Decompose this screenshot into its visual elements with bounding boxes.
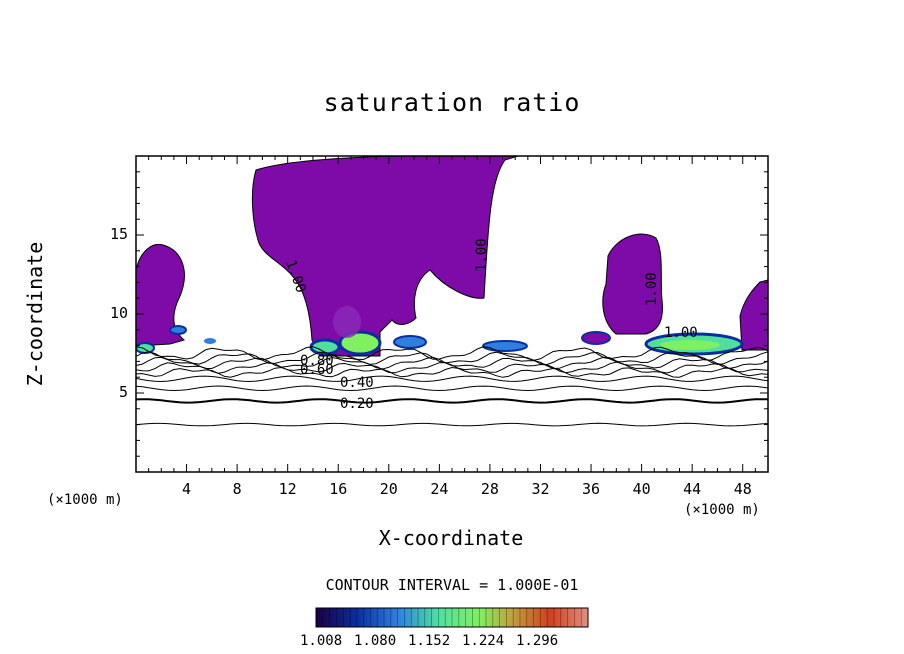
x-tick-label: 48 [733,480,752,498]
colorbar-tick-label: 1.152 [408,633,451,649]
contour-line [136,385,768,392]
x-axis-label: X-coordinate [378,526,524,550]
contour-lines [136,346,768,427]
x-tick-label: 44 [683,480,702,498]
x-tick-label: 36 [582,480,601,498]
cloud-base-patch [204,338,216,344]
x-unit-label-right: (×1000 m) [684,502,760,518]
y-axis-label: Z-coordinate [23,241,47,387]
contour-line [136,356,768,370]
cloud-core [333,306,361,338]
contour-label: 1.00 [474,238,490,272]
contour-interval-label: CONTOUR INTERVAL = 1.000E-01 [325,576,579,594]
contour-line [136,361,768,374]
x-tick-label: 28 [480,480,499,498]
colorbar-stripes [322,608,582,627]
cloud-base-patch [482,340,528,352]
cloud-base-patch [169,325,187,335]
x-tick-label: 32 [531,480,550,498]
x-tick-label: 40 [632,480,651,498]
plot-area [136,156,768,427]
chart-title: saturation ratio [323,88,581,117]
cloud-base-patch [660,340,720,350]
x-tick-label: 24 [430,480,449,498]
x-unit-label-left: (×1000 m) [47,492,123,508]
x-tick-label: 20 [379,480,398,498]
contour-label: 0.80 [300,353,334,369]
colorbar-tick-label: 1.224 [462,633,505,649]
cloud-base-patch [581,331,611,345]
x-tick-label: 12 [278,480,297,498]
cloud-base-patch [393,335,427,349]
colorbar-tick-label: 1.008 [300,633,343,649]
contour-line [136,375,768,383]
contour-line [136,351,768,366]
contour-label: 1.00 [664,325,698,341]
y-tick-label: 10 [109,304,128,322]
x-tick-label: 4 [182,480,192,498]
cloud-region-right1 [602,233,663,335]
y-tick-label: 15 [109,225,128,243]
contour-label: 0.20 [340,396,374,412]
contour-line [136,366,768,378]
contour-label: 1.00 [644,272,660,306]
cloud-base-patch [136,342,155,354]
colorbar-tick-label: 1.296 [516,633,559,649]
x-tick-label: 16 [329,480,348,498]
axis-ticks [136,156,768,472]
y-tick-label: 5 [118,383,128,401]
colorbar-tick-label: 1.080 [354,633,397,649]
cloud-region-main [251,156,519,357]
contour-label: 0.60 [300,362,334,378]
contour-label: 0.40 [340,375,374,391]
contour-line [136,346,768,361]
contour-line [136,422,768,427]
cloud-region-right2 [739,279,768,351]
x-tick-label: 8 [232,480,242,498]
contour-line [136,398,768,404]
